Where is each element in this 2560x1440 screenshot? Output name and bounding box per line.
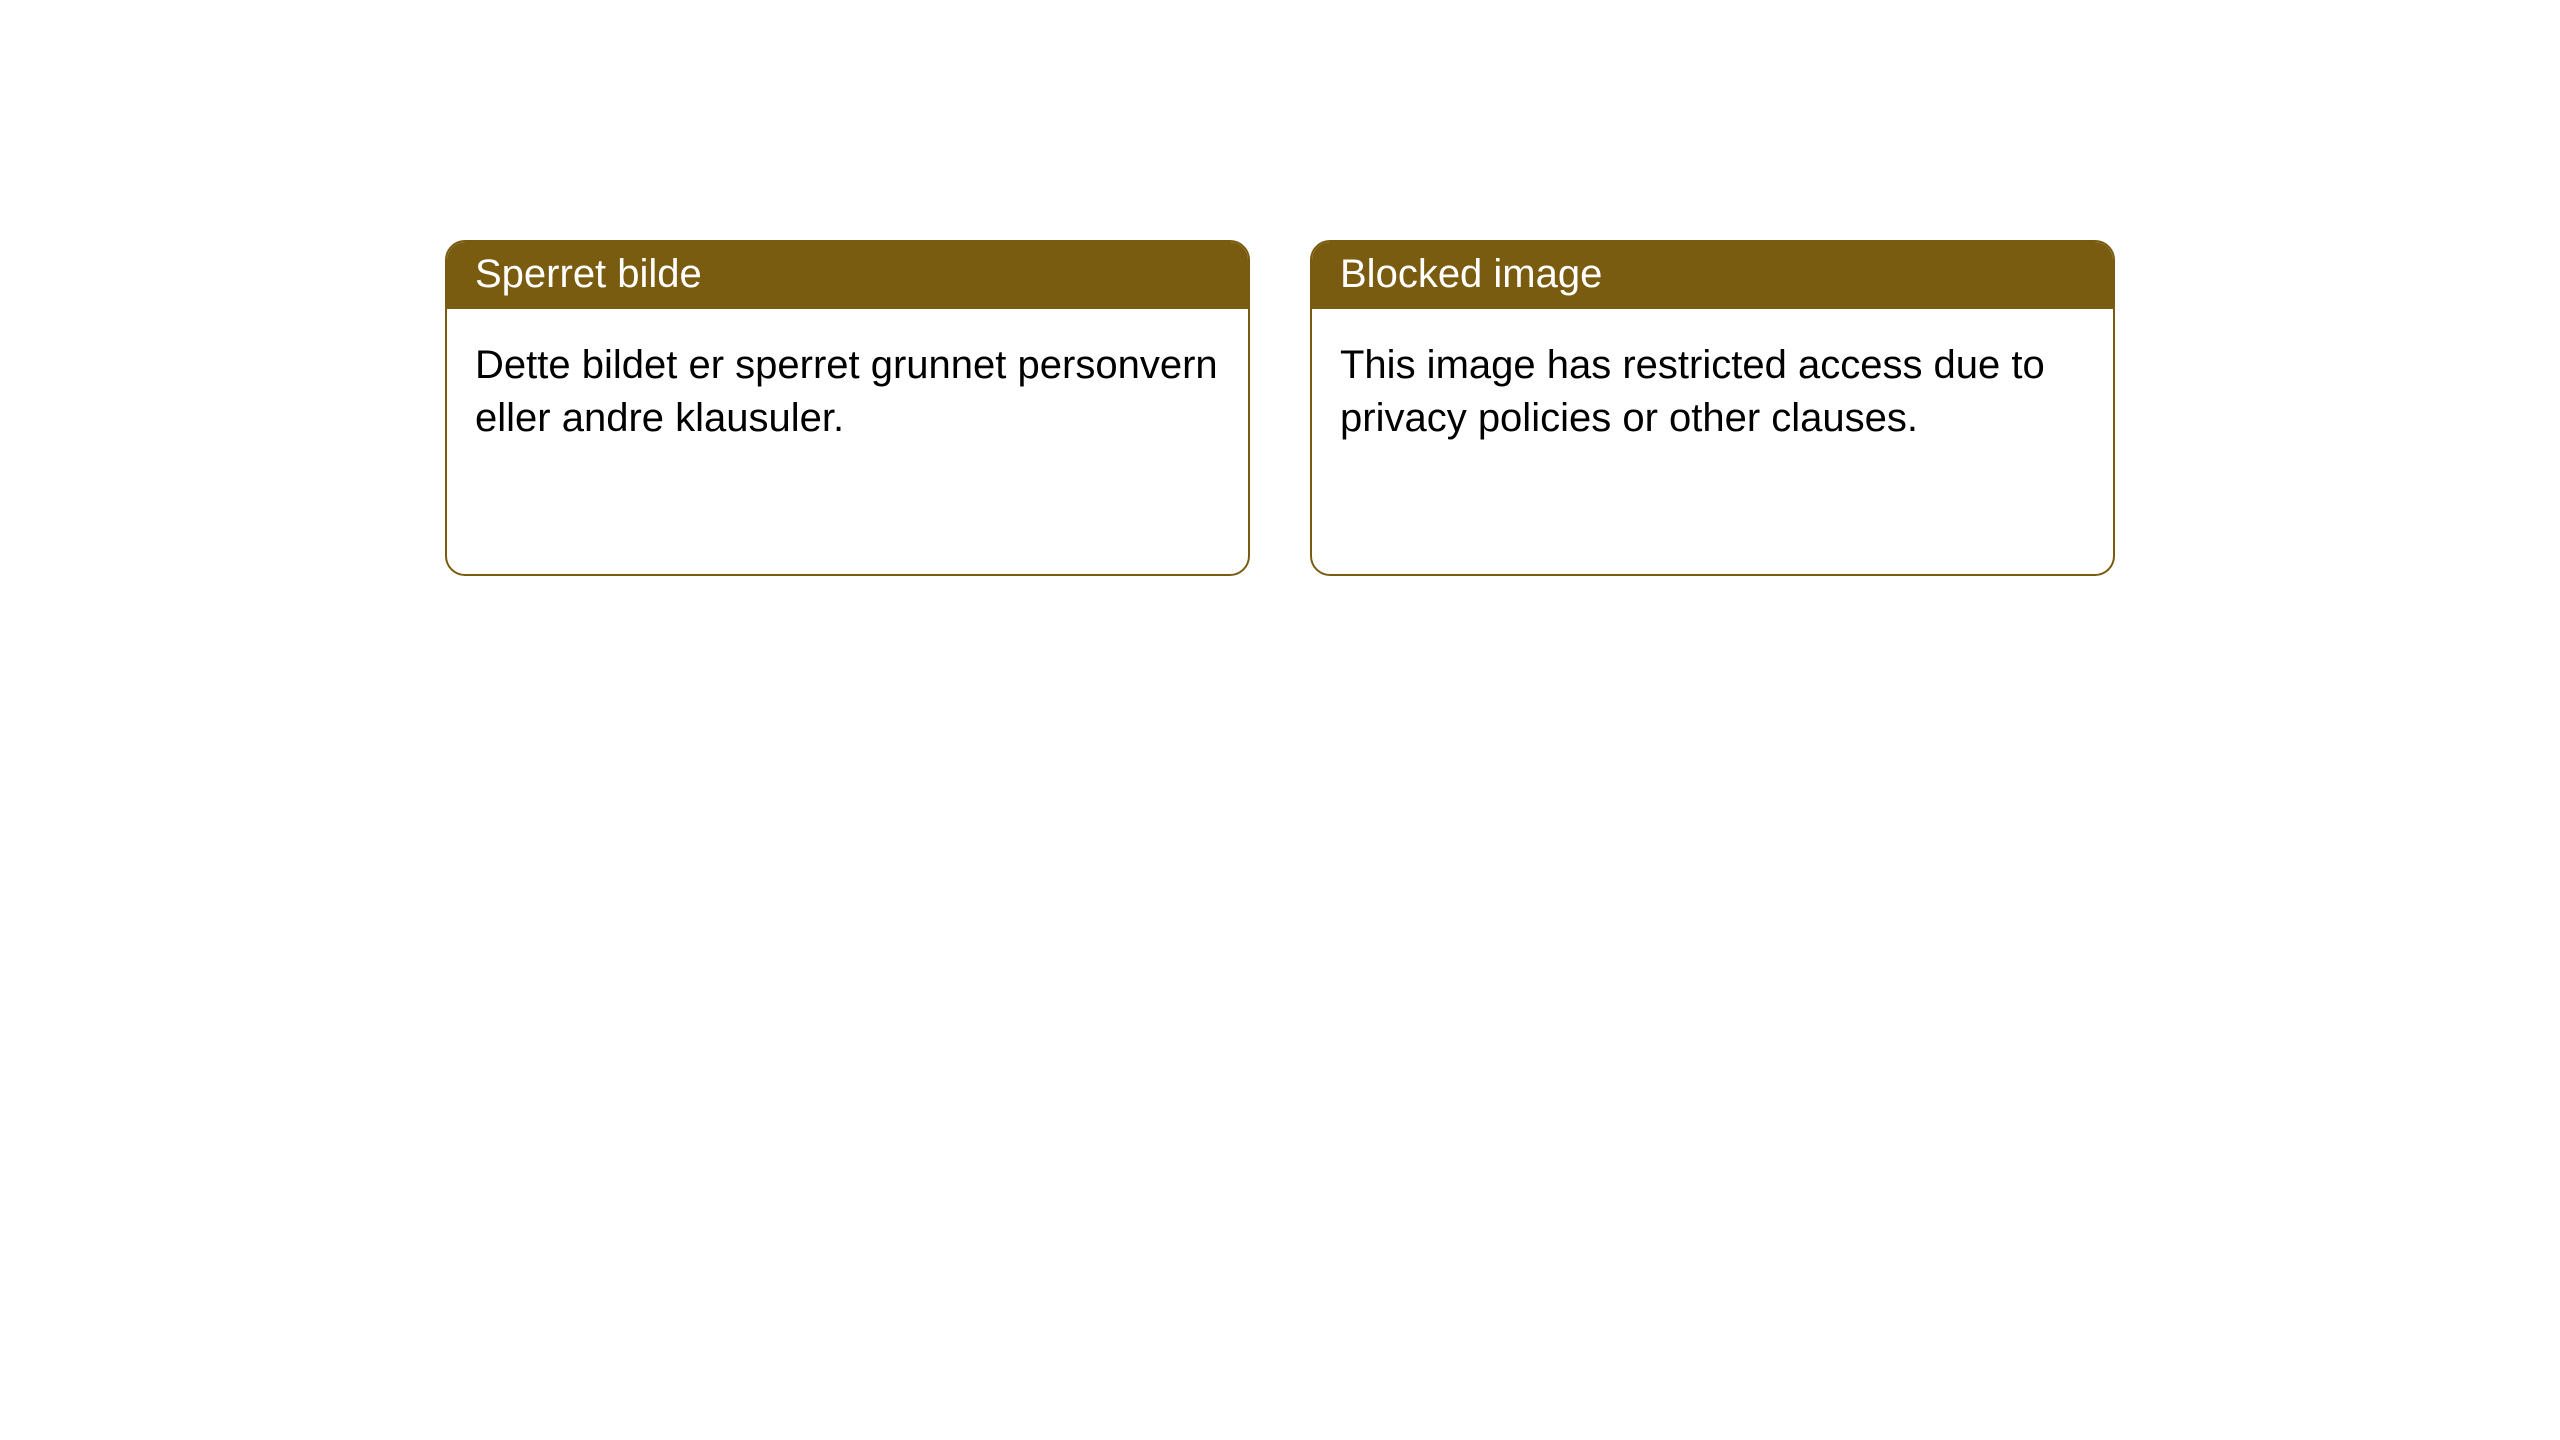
card-header-en: Blocked image (1312, 242, 2113, 309)
card-title-en: Blocked image (1340, 252, 1602, 296)
card-title-no: Sperret bilde (475, 252, 702, 296)
card-header-no: Sperret bilde (447, 242, 1248, 309)
blocked-image-card-en: Blocked image This image has restricted … (1310, 240, 2115, 576)
card-body-no: Dette bildet er sperret grunnet personve… (447, 309, 1248, 475)
card-body-text-en: This image has restricted access due to … (1340, 343, 2045, 440)
blocked-image-card-no: Sperret bilde Dette bildet er sperret gr… (445, 240, 1250, 576)
card-body-en: This image has restricted access due to … (1312, 309, 2113, 475)
cards-container: Sperret bilde Dette bildet er sperret gr… (0, 0, 2560, 576)
card-body-text-no: Dette bildet er sperret grunnet personve… (475, 343, 1218, 440)
